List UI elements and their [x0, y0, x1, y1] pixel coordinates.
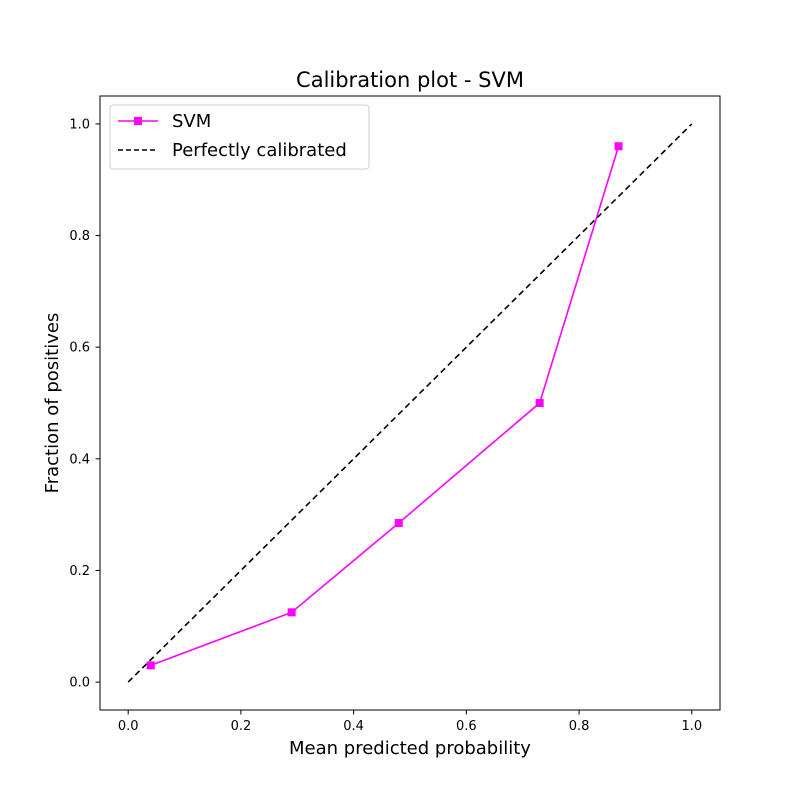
y-axis-ticks: 0.0 0.2 0.4 0.6 0.8 1.0	[69, 117, 100, 691]
y-tick-label: 0.2	[69, 564, 90, 579]
y-tick-label: 0.6	[69, 341, 90, 356]
x-tick-label: 0.0	[118, 719, 139, 734]
data-point-svm	[614, 142, 623, 151]
legend-svm-label: SVM	[172, 111, 211, 132]
y-axis-title: Fraction of positives	[42, 313, 63, 494]
y-tick-label: 0.8	[69, 229, 90, 244]
x-tick-label: 0.2	[231, 719, 252, 734]
data-point-svm	[535, 399, 544, 407]
legend-perfect-label: Perfectly calibrated	[172, 140, 347, 161]
plot-area	[99, 95, 721, 711]
series-layer	[127, 123, 693, 683]
data-point-svm	[287, 608, 296, 617]
y-tick-label: 0.4	[69, 452, 90, 467]
data-point-svm	[394, 519, 403, 528]
data-point-svm	[146, 661, 155, 670]
x-axis-ticks: 0.0 0.2 0.4 0.6 0.8 1.0	[118, 710, 702, 734]
chart-title: Calibration plot - SVM	[296, 68, 524, 92]
legend-box	[109, 104, 370, 170]
legend: SVM Perfectly calibrated	[109, 104, 370, 170]
series-line-perfectly-calibrated	[127, 123, 693, 683]
x-tick-label: 1.0	[681, 719, 702, 734]
legend-svm-marker	[134, 117, 142, 125]
x-tick-label: 0.8	[569, 719, 590, 734]
x-tick-label: 0.6	[456, 719, 477, 734]
y-tick-label: 0.0	[69, 676, 90, 691]
x-tick-label: 0.4	[343, 719, 364, 734]
y-tick-label: 1.0	[69, 117, 90, 132]
x-axis-title: Mean predicted probability	[289, 738, 531, 759]
